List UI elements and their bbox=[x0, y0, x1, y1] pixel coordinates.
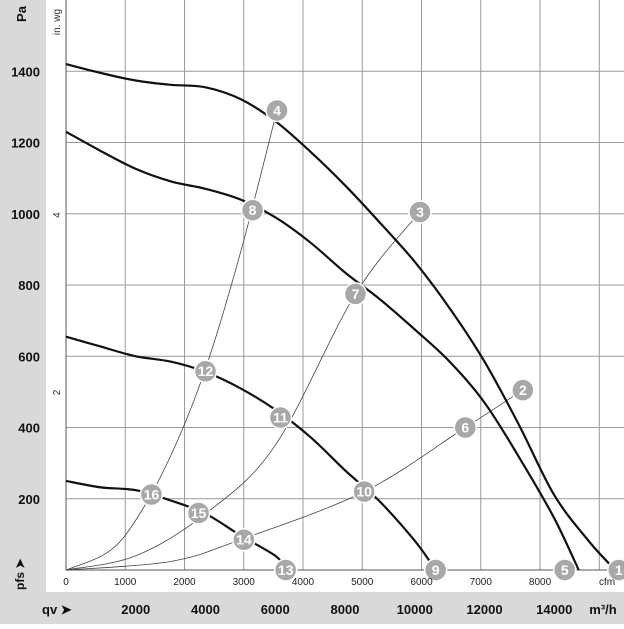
y-tick-label: 200 bbox=[18, 492, 40, 507]
x-tick-label: 12000 bbox=[466, 602, 502, 617]
x-tick-label: 4000 bbox=[191, 602, 220, 617]
system-curve bbox=[65, 110, 278, 571]
y-tick-label: 600 bbox=[18, 349, 40, 364]
secondary-y-tick-label: 2 bbox=[52, 389, 63, 395]
operating-point-marker bbox=[232, 527, 256, 552]
fan-curve-line bbox=[65, 335, 437, 571]
operating-point-marker bbox=[408, 200, 432, 224]
y-axis-title: Pa bbox=[14, 5, 29, 22]
fan-curve-line bbox=[65, 63, 617, 571]
y-tick-label: 400 bbox=[18, 421, 40, 436]
operating-point-label: 12 bbox=[198, 363, 214, 379]
y-tick-label: 1400 bbox=[11, 64, 40, 79]
left-axis-band bbox=[0, 0, 46, 624]
cfm-tick-label: 3000 bbox=[233, 577, 256, 588]
operating-point-marker bbox=[343, 282, 368, 306]
operating-point-label: 10 bbox=[356, 484, 372, 500]
system-curve bbox=[65, 211, 421, 571]
operating-point-marker bbox=[265, 98, 289, 123]
grid-layer bbox=[65, 0, 624, 571]
x-unit-label: m³/h bbox=[589, 602, 617, 617]
operating-point-label: 2 bbox=[519, 382, 527, 398]
operating-point-marker bbox=[193, 359, 218, 383]
cfm-tick-label: 7000 bbox=[470, 577, 493, 588]
x-axis-title: qv ➤ bbox=[42, 602, 72, 617]
axis-labels-layer: 200 400 600 800 1000 1200 1400 Pa 2 4 in. wg pfs ➤ 0… bbox=[11, 5, 617, 617]
fan-curve-line bbox=[65, 479, 289, 571]
operating-point-marker bbox=[423, 558, 448, 582]
operating-point-label: 11 bbox=[273, 410, 288, 426]
cfm-tick-label: 5000 bbox=[351, 577, 374, 588]
operating-point-label: 16 bbox=[144, 486, 160, 502]
operating-point-marker bbox=[453, 415, 478, 440]
operating-point-label: 4 bbox=[273, 102, 281, 118]
operating-point-label: 6 bbox=[461, 420, 469, 436]
cfm-tick-label: 0 bbox=[63, 577, 69, 588]
operating-point-marker bbox=[273, 558, 298, 582]
x-tick-label: 10000 bbox=[397, 602, 433, 617]
operating-point-marker bbox=[552, 558, 577, 582]
operating-point-marker bbox=[139, 482, 164, 507]
operating-point-label: 1 bbox=[615, 562, 623, 578]
x-tick-label: 14000 bbox=[536, 602, 572, 617]
operating-point-label: 13 bbox=[278, 562, 294, 578]
cfm-unit-label: cfm bbox=[599, 577, 615, 588]
x-tick-label: 8000 bbox=[331, 602, 360, 617]
operating-point-marker bbox=[268, 405, 293, 430]
cfm-tick-label: 6000 bbox=[410, 577, 433, 588]
operating-point-label: 7 bbox=[352, 286, 360, 302]
fan-curves-layer bbox=[65, 63, 617, 571]
operating-point-marker bbox=[352, 479, 376, 504]
operating-point-label: 8 bbox=[249, 202, 257, 218]
cfm-tick-label: 2000 bbox=[173, 577, 196, 588]
pressure-symbol: pfs ➤ bbox=[13, 558, 27, 590]
y-tick-label: 1200 bbox=[11, 136, 40, 151]
bottom-axis-band bbox=[0, 592, 624, 624]
operating-point-marker bbox=[186, 501, 211, 525]
operating-point-marker bbox=[240, 198, 265, 222]
y-tick-label: 800 bbox=[18, 278, 40, 293]
y-tick-label: 1000 bbox=[11, 207, 40, 222]
x-tick-label: 6000 bbox=[261, 602, 290, 617]
operating-point-marker bbox=[511, 378, 535, 402]
secondary-y-tick-label: 4 bbox=[52, 212, 63, 218]
operating-point-label: 3 bbox=[416, 204, 424, 220]
operating-point-label: 5 bbox=[561, 562, 569, 578]
secondary-y-axis-title: in. wg bbox=[52, 9, 63, 35]
operating-points-layer: 4 3 2 1 8 7 6 5 12 11 10 9 16 15 14 13 bbox=[139, 98, 624, 582]
operating-point-label: 15 bbox=[191, 505, 207, 521]
cfm-tick-label: 4000 bbox=[292, 577, 315, 588]
x-tick-label: 2000 bbox=[121, 602, 150, 617]
operating-point-label: 14 bbox=[236, 532, 252, 548]
fan-curve-line bbox=[65, 130, 580, 571]
cfm-tick-label: 8000 bbox=[529, 577, 552, 588]
operating-point-label: 9 bbox=[432, 562, 440, 578]
operating-point-marker bbox=[607, 558, 624, 582]
cfm-tick-label: 1000 bbox=[114, 577, 137, 588]
